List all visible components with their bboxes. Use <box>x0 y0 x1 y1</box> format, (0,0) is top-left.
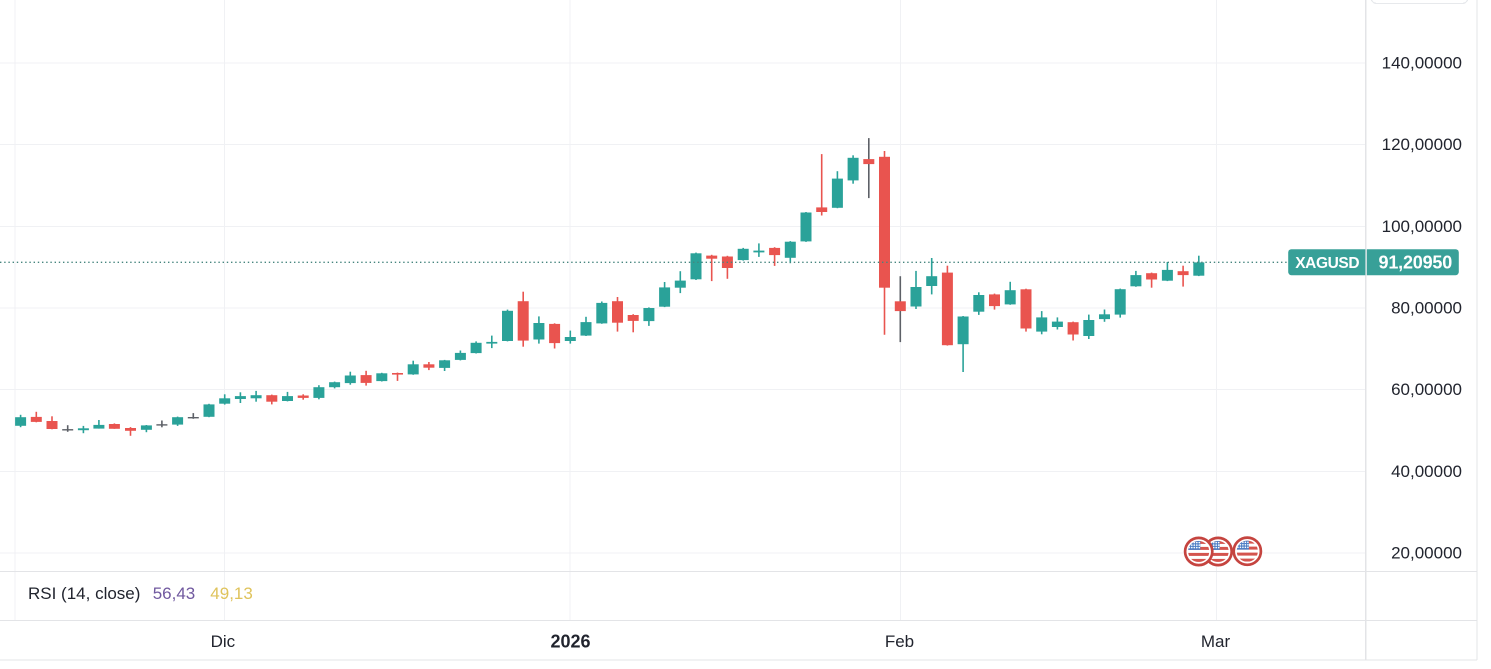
svg-text:49,13: 49,13 <box>210 584 253 603</box>
svg-text:80,00000: 80,00000 <box>1391 299 1462 318</box>
svg-text:Feb: Feb <box>885 632 914 651</box>
svg-text:60,00000: 60,00000 <box>1391 380 1462 399</box>
svg-text:91,20950: 91,20950 <box>1379 252 1453 272</box>
svg-text:2026: 2026 <box>550 632 590 652</box>
svg-text:20,00000: 20,00000 <box>1391 544 1462 563</box>
svg-text:140,00000: 140,00000 <box>1382 54 1462 73</box>
svg-text:56,43: 56,43 <box>153 584 196 603</box>
svg-text:RSI (14, close): RSI (14, close) <box>28 584 140 603</box>
svg-text:100,00000: 100,00000 <box>1382 217 1462 236</box>
svg-text:Dic: Dic <box>211 632 236 651</box>
svg-text:40,00000: 40,00000 <box>1391 462 1462 481</box>
svg-text:120,00000: 120,00000 <box>1382 135 1462 154</box>
svg-text:Mar: Mar <box>1201 632 1231 651</box>
svg-text:XAGUSD: XAGUSD <box>1295 255 1359 272</box>
